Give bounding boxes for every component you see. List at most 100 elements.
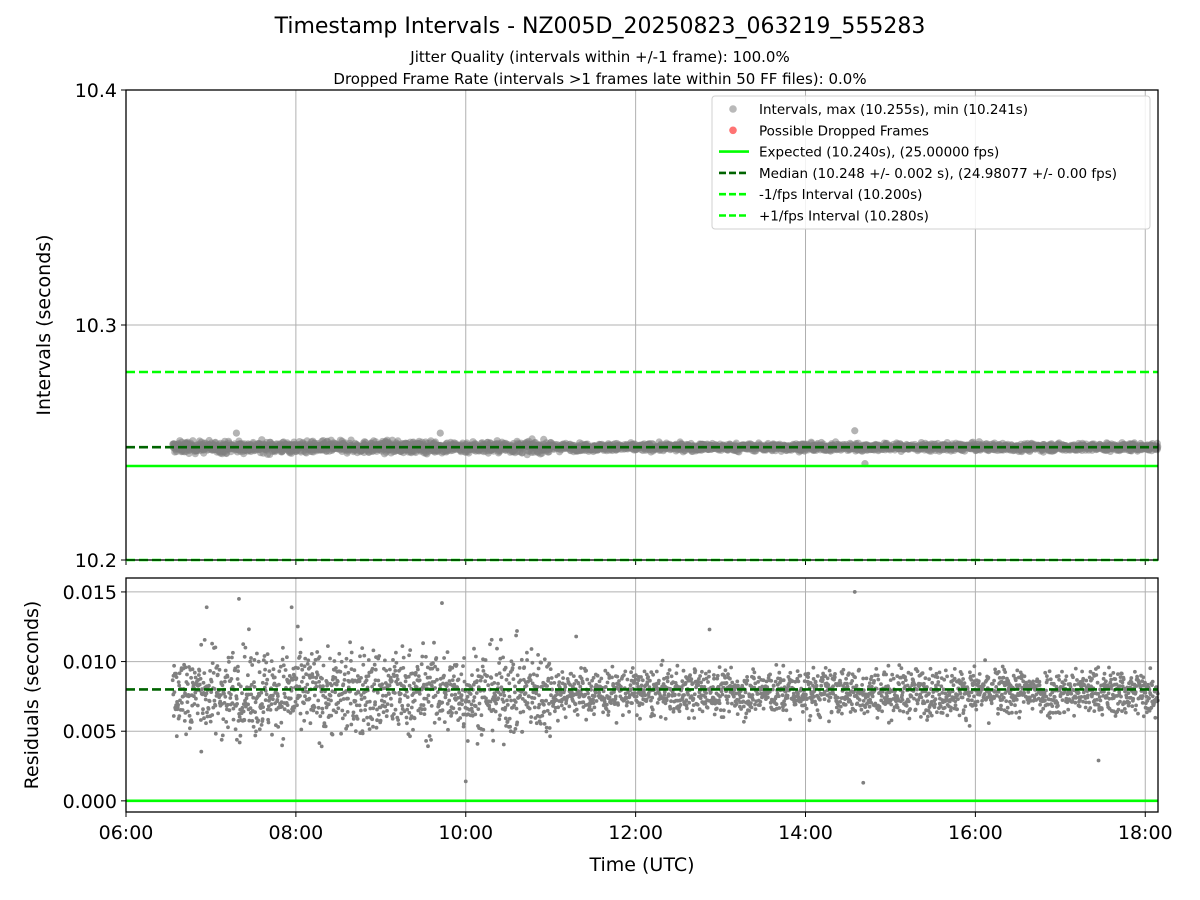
residual-point (192, 670, 197, 675)
residual-point (277, 682, 281, 687)
residual-point (295, 624, 300, 629)
residual-point (560, 670, 565, 674)
residual-point (573, 702, 578, 707)
residual-point (477, 701, 482, 706)
residual-point (170, 678, 175, 683)
residual-point (623, 669, 628, 674)
residual-point (242, 718, 247, 723)
residual-point (361, 718, 366, 723)
residual-point (294, 684, 299, 689)
residual-point (458, 716, 463, 720)
residual-point (697, 677, 701, 681)
residual-point (381, 693, 385, 698)
residual-point (635, 681, 640, 686)
residual-point (199, 749, 204, 754)
residual-point (329, 683, 334, 688)
residual-point (304, 672, 308, 677)
residual-point (296, 666, 300, 670)
residual-point (348, 701, 353, 706)
residual-point (282, 707, 287, 712)
residual-point (209, 679, 214, 684)
residual-point (238, 733, 243, 738)
residual-point (398, 697, 402, 702)
residual-point (539, 660, 543, 665)
residual-point (412, 698, 417, 703)
residual-point (347, 679, 352, 684)
residual-point (191, 683, 196, 687)
residual-point (248, 706, 253, 710)
residual-point (450, 711, 454, 715)
residual-point (435, 711, 440, 716)
residual-point (343, 664, 348, 669)
residual-point (445, 682, 450, 687)
residual-point (366, 722, 371, 727)
residual-point (630, 701, 634, 705)
residual-point (213, 703, 218, 708)
residual-point (703, 701, 708, 706)
residual-point (389, 679, 394, 683)
residual-point (452, 682, 457, 687)
residual-point (311, 680, 315, 685)
residual-point (333, 690, 337, 695)
residual-point (307, 696, 312, 701)
residual-point (362, 653, 367, 658)
residual-point (202, 671, 207, 675)
legend-label: +1/fps Interval (10.280s) (759, 209, 929, 225)
residual-point (325, 683, 329, 688)
residual-point (610, 675, 614, 680)
residual-point (592, 705, 597, 710)
residual-point (312, 693, 317, 698)
residual-point (319, 744, 324, 749)
residual-point (385, 708, 389, 713)
residual-point (720, 692, 725, 697)
residual-point (519, 657, 524, 662)
residual-point (271, 697, 275, 702)
residual-point (593, 690, 598, 695)
residual-point (256, 718, 261, 723)
residual-point (634, 694, 639, 699)
residuals-ytick-label: 0.000 (63, 791, 117, 813)
residual-point (549, 681, 553, 685)
residual-point (321, 684, 325, 689)
residual-point (718, 708, 723, 712)
residual-point (696, 680, 700, 684)
residual-point (719, 689, 724, 694)
residual-point (640, 702, 645, 706)
intervals-axes-frame (125, 89, 1159, 561)
residual-point (197, 682, 202, 687)
residual-point (229, 677, 234, 681)
residual-point (236, 669, 241, 673)
residual-point (732, 694, 736, 699)
intervals-ytick-label: 10.4 (75, 80, 117, 102)
residual-point (443, 692, 448, 697)
residuals-ytick-label: 0.010 (63, 652, 117, 674)
residual-point (497, 661, 501, 665)
residual-point (240, 705, 245, 710)
residual-point (562, 707, 566, 711)
residual-point (621, 713, 625, 718)
residual-point (234, 696, 239, 701)
residual-point (535, 685, 540, 689)
residual-point (449, 714, 453, 718)
residual-point (658, 715, 663, 719)
residual-point (393, 691, 397, 695)
residual-point (639, 675, 643, 679)
residual-point (393, 707, 398, 712)
residual-point (579, 676, 584, 681)
residual-point (223, 679, 227, 684)
residual-point (634, 673, 638, 678)
residual-point (592, 712, 596, 717)
residual-point (513, 684, 517, 689)
residual-point (689, 677, 694, 681)
residual-point (329, 713, 334, 718)
residual-point (174, 671, 178, 676)
residual-point (586, 691, 590, 696)
residual-point (716, 685, 721, 689)
residual-point (556, 673, 561, 677)
residual-point (555, 692, 560, 697)
residual-point (472, 695, 477, 700)
residual-point (195, 711, 200, 716)
residual-point (726, 694, 731, 699)
residual-point (672, 707, 676, 711)
residual-point (253, 710, 257, 714)
